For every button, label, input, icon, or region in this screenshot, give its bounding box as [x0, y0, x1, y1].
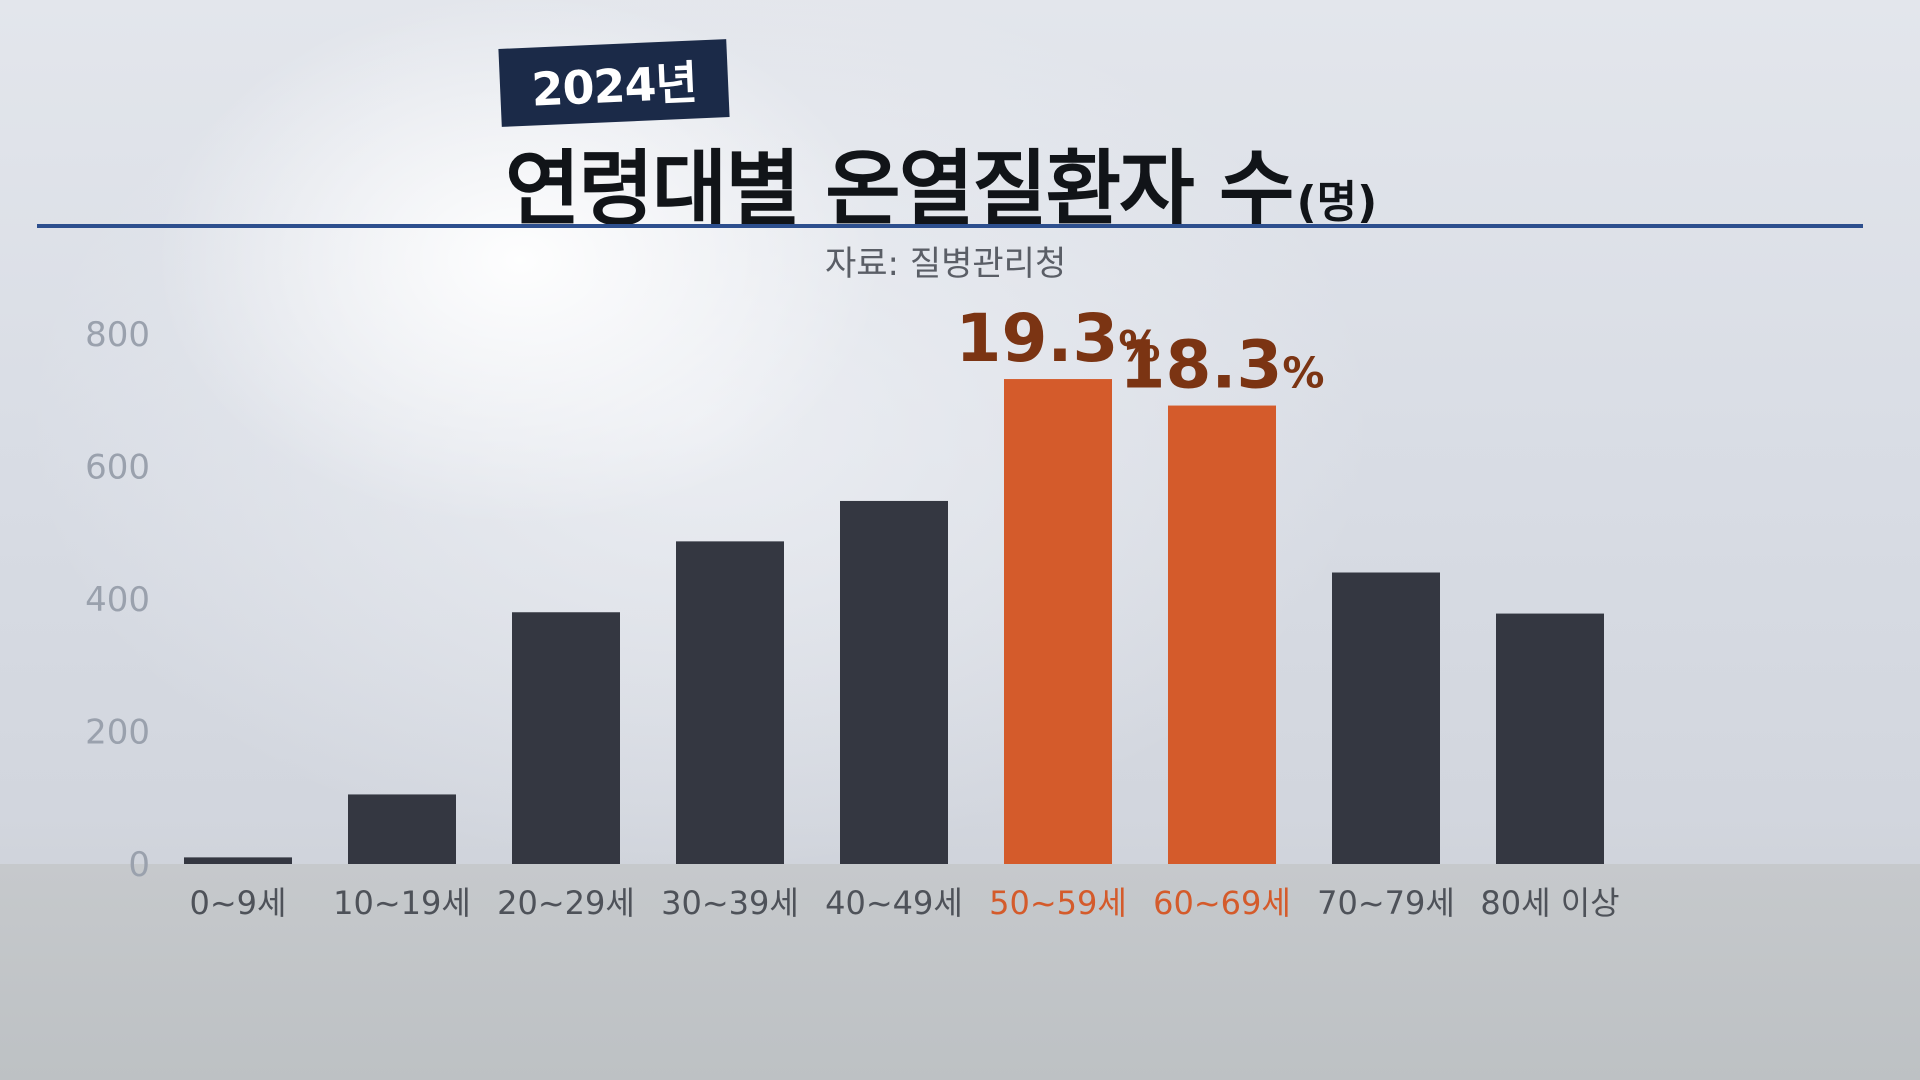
page-title: 연령대별 온열질환자 수 (명) — [505, 122, 1377, 237]
data-label: 19.3% — [956, 300, 1161, 377]
source-label: 자료: 질병관리청 — [825, 244, 1067, 284]
category-label: 10~19세 — [333, 884, 471, 922]
category-label: 80세 이상 — [1480, 884, 1619, 922]
title-text: 연령대별 온열질환자 수 — [505, 142, 1294, 237]
category-label: 70~79세 — [1317, 884, 1455, 922]
category-label: 0~9세 — [190, 884, 287, 922]
y-tick-label: 400 — [85, 580, 150, 620]
category-label: 60~69세 — [1153, 884, 1291, 922]
title-unit: (명) — [1296, 177, 1378, 228]
bar — [1168, 405, 1276, 864]
bar — [348, 794, 456, 864]
category-label: 40~49세 — [825, 884, 963, 922]
y-tick-label: 200 — [85, 713, 150, 753]
category-label: 20~29세 — [497, 884, 635, 922]
category-label: 30~39세 — [661, 884, 799, 922]
category-label: 50~59세 — [989, 884, 1127, 922]
bar — [676, 541, 784, 864]
bar — [840, 500, 948, 864]
title-divider — [37, 224, 1863, 228]
bar — [184, 857, 292, 864]
bar — [1332, 572, 1440, 864]
y-tick-label: 800 — [85, 315, 150, 355]
floor-band — [0, 864, 1920, 1080]
bar — [512, 612, 620, 864]
y-tick-label: 600 — [85, 448, 150, 488]
bar — [1496, 613, 1604, 864]
data-label: 18.3% — [1120, 327, 1325, 404]
y-tick-label: 0 — [128, 845, 150, 885]
bar — [1004, 379, 1112, 864]
